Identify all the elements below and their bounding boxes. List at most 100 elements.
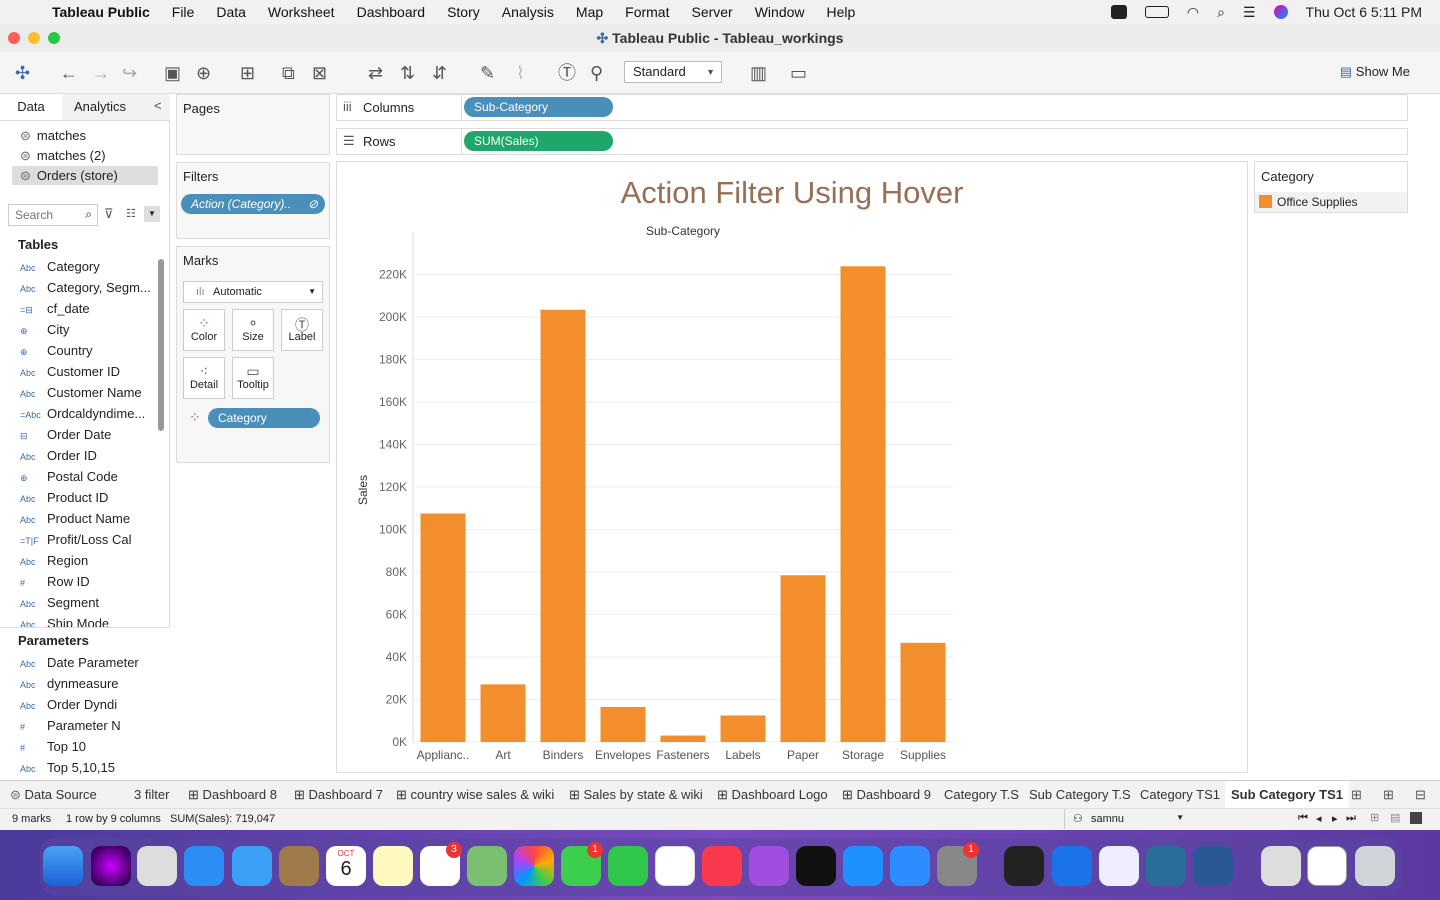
new-worksheet-icon[interactable]: ⊞: [240, 63, 256, 83]
sum-sales-pill[interactable]: SUM(Sales): [464, 131, 613, 151]
bar[interactable]: [480, 684, 526, 742]
contacts-icon[interactable]: [279, 846, 319, 886]
field-item[interactable]: Abc Order ID: [20, 445, 97, 466]
user-menu[interactable]: ⚇ samnu ▼: [1064, 809, 1190, 829]
sort-ascending-icon[interactable]: ⇅: [400, 63, 416, 83]
maps-icon[interactable]: [467, 846, 507, 886]
bar[interactable]: [900, 642, 946, 742]
mysql-workbench-icon[interactable]: [1146, 846, 1186, 886]
control-center-icon[interactable]: ☰: [1242, 3, 1256, 20]
filters-card[interactable]: Filters Action (Category).. ⊘: [176, 162, 330, 239]
prev-page-icon[interactable]: ◂: [1316, 813, 1322, 825]
mail-icon[interactable]: [232, 846, 272, 886]
notes-icon[interactable]: [373, 846, 413, 886]
siri-icon[interactable]: [1273, 5, 1288, 19]
calendar-icon[interactable]: OCT 6: [326, 846, 366, 886]
zoom-window-button[interactable]: [48, 32, 60, 44]
search-icon[interactable]: ⌕: [1217, 3, 1225, 20]
tableau-home-icon[interactable]: ✣: [15, 63, 31, 83]
new-dashboard-icon[interactable]: ⊞: [1383, 787, 1394, 802]
duplicate-icon[interactable]: ⧉: [282, 63, 295, 83]
menu-format[interactable]: Format: [625, 4, 670, 20]
field-item[interactable]: Abc Category, Segm...: [20, 277, 151, 298]
tab-country-wise-sales[interactable]: ⊞ country wise sales & wiki: [396, 781, 554, 809]
field-item[interactable]: ⊕ Postal Code: [20, 466, 118, 487]
bluetooth-icon[interactable]: [1052, 846, 1092, 886]
next-page-icon[interactable]: ▸: [1332, 813, 1338, 825]
size-button[interactable]: ⚬ Size: [232, 309, 274, 351]
pages-card[interactable]: Pages: [176, 94, 330, 155]
color-button[interactable]: ⁘ Color: [183, 309, 225, 351]
launchpad-icon[interactable]: [137, 846, 177, 886]
safari-icon[interactable]: [184, 846, 224, 886]
sub-category-pill[interactable]: Sub-Category: [464, 97, 613, 117]
new-worksheet-icon[interactable]: ⊞: [1351, 787, 1362, 802]
terminal-icon[interactable]: [1004, 846, 1044, 886]
parameter-item[interactable]: Abc dynmeasure: [20, 673, 119, 694]
clear-sheet-icon[interactable]: ⊠: [312, 63, 328, 83]
label-toggle-icon[interactable]: Ⓣ: [558, 63, 576, 83]
collapse-pane-icon[interactable]: <: [154, 98, 162, 113]
tabs-icon[interactable]: [1410, 812, 1422, 824]
mark-type-select[interactable]: ılı Automatic ▼: [183, 281, 323, 303]
pin-icon[interactable]: ⚲: [590, 63, 604, 83]
menu-worksheet[interactable]: Worksheet: [267, 4, 335, 20]
swap-icon[interactable]: ⇄: [368, 63, 384, 83]
news-icon[interactable]: [655, 846, 695, 886]
undo-icon[interactable]: ←: [60, 63, 78, 83]
field-item[interactable]: Abc Region: [20, 550, 88, 571]
tab-category-ts1[interactable]: Category TS1: [1140, 781, 1220, 809]
field-item[interactable]: =⊟ cf_date: [20, 298, 90, 319]
parameter-item[interactable]: Abc Top 5,10,15: [20, 757, 115, 778]
app-store-icon[interactable]: [843, 846, 883, 886]
highlight-icon[interactable]: ✎: [480, 63, 496, 83]
show-me-button[interactable]: ▤ Show Me: [1340, 64, 1410, 80]
field-item[interactable]: ⊟ Order Date: [20, 424, 111, 445]
music-icon[interactable]: [702, 846, 742, 886]
field-item[interactable]: # Row ID: [20, 571, 90, 592]
new-datasource-icon[interactable]: ⊕: [196, 63, 212, 83]
menu-window[interactable]: Window: [754, 4, 805, 20]
bar[interactable]: [660, 735, 706, 742]
siri-app-icon[interactable]: [91, 846, 131, 886]
field-item[interactable]: Abc Product Name: [20, 508, 130, 529]
category-color-pill[interactable]: Category: [208, 408, 320, 428]
replay-icon[interactable]: ↪: [122, 63, 138, 83]
trash-icon[interactable]: [1355, 846, 1395, 886]
tab-sales-by-state[interactable]: ⊞ Sales by state & wiki: [569, 781, 703, 809]
datasource-matches[interactable]: ⊜ matches: [20, 128, 86, 144]
menu-server[interactable]: Server: [691, 4, 733, 20]
save-icon[interactable]: ▣: [164, 63, 182, 83]
sheet-sorter-icon[interactable]: ⊞: [1370, 812, 1380, 824]
label-button[interactable]: Ⓣ Label: [281, 309, 323, 351]
search-input[interactable]: [15, 208, 81, 222]
minimize-window-button[interactable]: [28, 32, 40, 44]
filter-pill-action-category[interactable]: Action (Category).. ⊘: [181, 194, 325, 214]
first-page-icon[interactable]: ⏮: [1298, 812, 1308, 824]
finder-icon[interactable]: [43, 846, 83, 886]
worksheet-view[interactable]: Action Filter Using Hover Sub-Category S…: [336, 161, 1248, 773]
rows-shelf[interactable]: ☰ Rows SUM(Sales): [336, 128, 1408, 155]
battery-icon[interactable]: [1144, 6, 1169, 18]
menu-map[interactable]: Map: [575, 4, 604, 20]
detail-button[interactable]: ⁖ Detail: [183, 357, 225, 399]
field-item[interactable]: Abc Segment: [20, 592, 99, 613]
tab-data[interactable]: Data: [0, 94, 62, 120]
parameter-item[interactable]: # Top 10: [20, 736, 86, 757]
redo-icon[interactable]: →: [92, 63, 110, 83]
bar[interactable]: [420, 513, 466, 742]
filter-fields-icon[interactable]: ⊽: [104, 206, 114, 221]
bar-chart[interactable]: Action Filter Using Hover Sub-Category S…: [337, 162, 1247, 772]
field-item[interactable]: =Abc Ordcaldyndime...: [20, 403, 145, 424]
bar[interactable]: [840, 266, 886, 742]
facetime-icon[interactable]: [608, 846, 648, 886]
menu-app-name[interactable]: Tableau Public: [52, 4, 150, 20]
last-page-icon[interactable]: ⏭: [1346, 812, 1356, 824]
field-item[interactable]: Abc Product ID: [20, 487, 108, 508]
menu-story[interactable]: Story: [447, 4, 480, 20]
parameter-item[interactable]: Abc Order Dyndi: [20, 694, 117, 715]
zoom-icon[interactable]: [890, 846, 930, 886]
menu-file[interactable]: File: [171, 4, 195, 20]
field-item[interactable]: ⊕ Country: [20, 340, 93, 361]
bar[interactable]: [600, 706, 646, 742]
